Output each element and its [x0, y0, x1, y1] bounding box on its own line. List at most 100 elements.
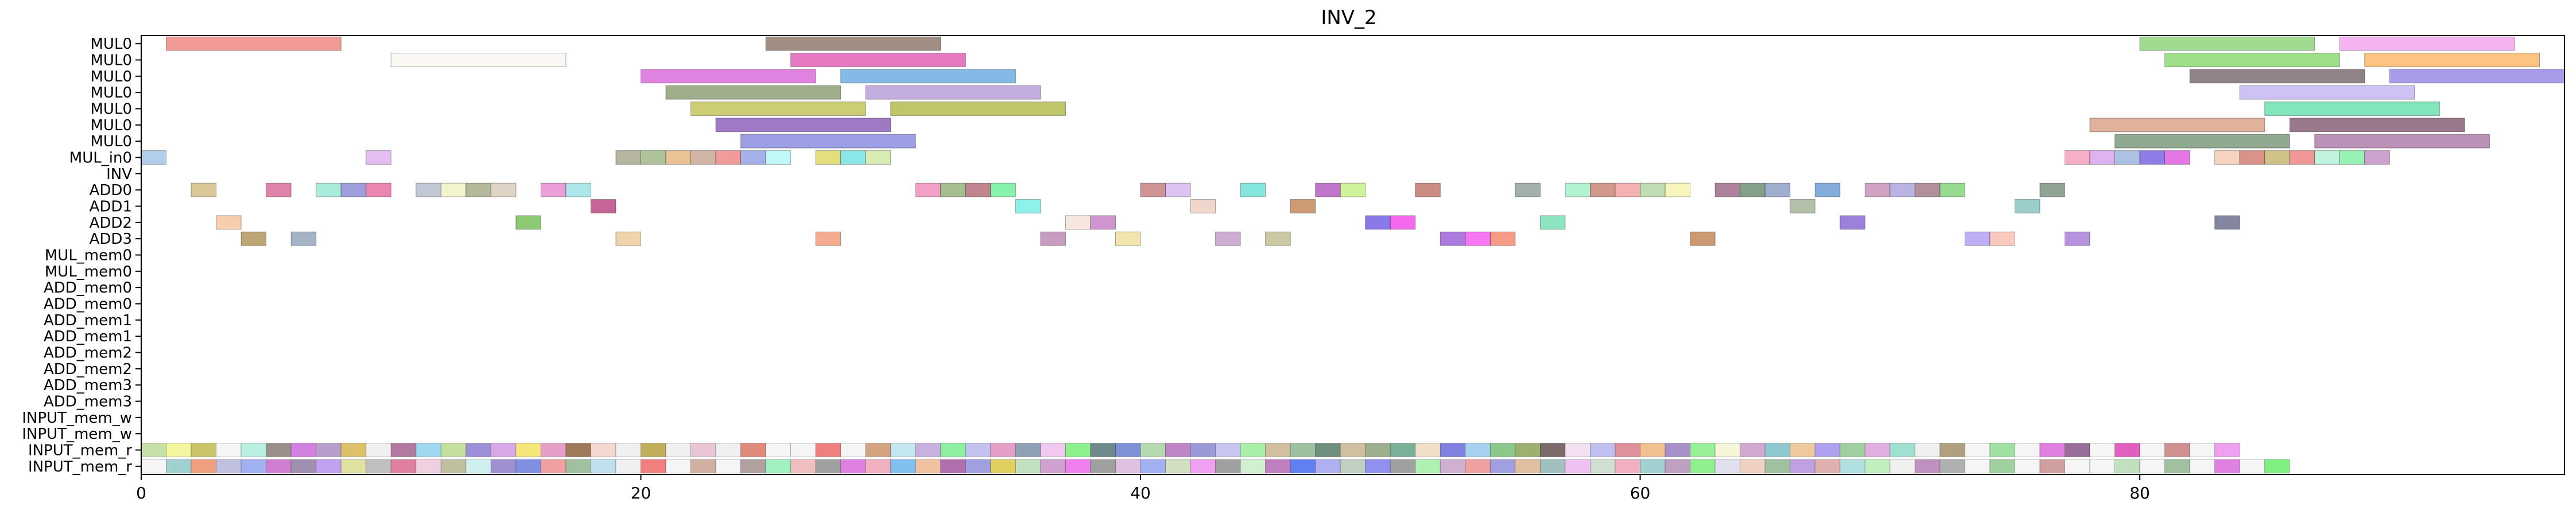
task-bar [2189, 69, 2365, 84]
memory-access-cell [1215, 459, 1241, 474]
task-bar [2139, 150, 2166, 165]
memory-access-cell [240, 443, 267, 457]
task-bar [191, 182, 217, 197]
task-bar [1489, 231, 1516, 246]
memory-access-cell [2214, 443, 2240, 457]
task-bar [865, 150, 891, 165]
memory-access-cell [940, 459, 966, 474]
y-tick-label: ADD0 [90, 182, 132, 199]
task-bar [216, 215, 242, 230]
task-bar [366, 150, 391, 165]
task-bar [290, 231, 317, 246]
task-bar [2039, 182, 2065, 197]
task-bar [390, 53, 567, 67]
x-tick-label: 60 [1630, 484, 1651, 503]
task-bar [2364, 53, 2540, 67]
y-tick-label: ADD1 [90, 198, 132, 216]
task-bar [2264, 102, 2440, 116]
memory-access-cell [1390, 443, 1416, 457]
memory-access-cell [515, 443, 541, 457]
task-bar [1415, 182, 1441, 197]
task-bar [765, 150, 792, 165]
memory-access-cell [1914, 459, 1941, 474]
y-tick-label: ADD3 [90, 231, 132, 248]
task-bar [2089, 118, 2265, 133]
memory-access-cell [1864, 443, 1891, 457]
memory-access-cell [815, 459, 841, 474]
memory-access-cell [1790, 443, 1815, 457]
x-tick-label: 0 [136, 484, 146, 503]
memory-access-cell [1589, 443, 1616, 457]
task-bar [1040, 231, 1066, 246]
task-bar [490, 182, 517, 197]
memory-access-cell [2014, 459, 2040, 474]
memory-access-cell [540, 459, 567, 474]
memory-access-cell [1814, 443, 1841, 457]
task-bars [141, 36, 2565, 246]
memory-access-cell [1714, 459, 1741, 474]
memory-access-cell [1015, 459, 1041, 474]
memory-access-cell [266, 443, 292, 457]
memory-access-cell [2139, 459, 2166, 474]
task-bar [240, 231, 267, 246]
y-tick-label: ADD_mem2 [44, 345, 132, 362]
memory-access-cell [490, 459, 517, 474]
task-bar [2264, 150, 2290, 165]
memory-access-cell [2115, 443, 2140, 457]
memory-access-cell [790, 459, 816, 474]
memory-access-cell [416, 443, 441, 457]
memory-access-cell [2214, 459, 2240, 474]
memory-access-cell [890, 443, 916, 457]
task-bar [266, 182, 292, 197]
memory-access-cell [2189, 459, 2216, 474]
memory-access-cell [1939, 443, 1965, 457]
memory-access-cell [715, 459, 742, 474]
memory-access-cell [1515, 459, 1541, 474]
memory-access-cell [940, 443, 966, 457]
task-bar [1989, 231, 2015, 246]
memory-access-cell [1840, 459, 1865, 474]
memory-access-cell [1615, 459, 1641, 474]
task-bar [2014, 199, 2040, 213]
task-bar [815, 150, 841, 165]
memory-access-cell [316, 459, 342, 474]
memory-access-cell [2089, 443, 2116, 457]
y-tick-label: INV [106, 166, 132, 183]
task-bar [1840, 215, 1865, 230]
task-bar [2115, 150, 2140, 165]
memory-access-cell [915, 443, 941, 457]
task-bar [740, 134, 916, 149]
memory-access-cell [1240, 459, 1266, 474]
task-bar [141, 150, 167, 165]
task-bar [615, 231, 642, 246]
memory-access-cell [1565, 459, 1590, 474]
task-bar [1964, 231, 1991, 246]
memory-access-cell [1690, 443, 1716, 457]
task-bar [2089, 150, 2116, 165]
memory-access-cell [1864, 459, 1891, 474]
memory-access-cell [2115, 459, 2140, 474]
task-bar [1115, 231, 1141, 246]
memory-access-cell [1790, 459, 1815, 474]
memory-access-cell [740, 443, 766, 457]
x-tick-label: 80 [2129, 484, 2150, 503]
memory-access-cell [965, 443, 991, 457]
y-tick-label: INPUT_mem_w [22, 426, 132, 443]
task-bar [1340, 182, 1366, 197]
task-bar [2164, 150, 2190, 165]
memory-access-cell [1939, 459, 1965, 474]
memory-access-cell [416, 459, 441, 474]
memory-access-cell [515, 459, 541, 474]
y-tick-label: ADD_mem3 [44, 377, 132, 394]
task-bar [1315, 182, 1341, 197]
memory-access-cell [865, 443, 891, 457]
memory-access-cell [990, 443, 1016, 457]
memory-access-cell [1190, 443, 1216, 457]
task-bar [1790, 199, 1815, 213]
y-tick-label: ADD_mem0 [44, 296, 132, 313]
memory-access-cell [1989, 459, 2015, 474]
task-bar [2339, 36, 2515, 51]
memory-access-cell [1465, 443, 1491, 457]
